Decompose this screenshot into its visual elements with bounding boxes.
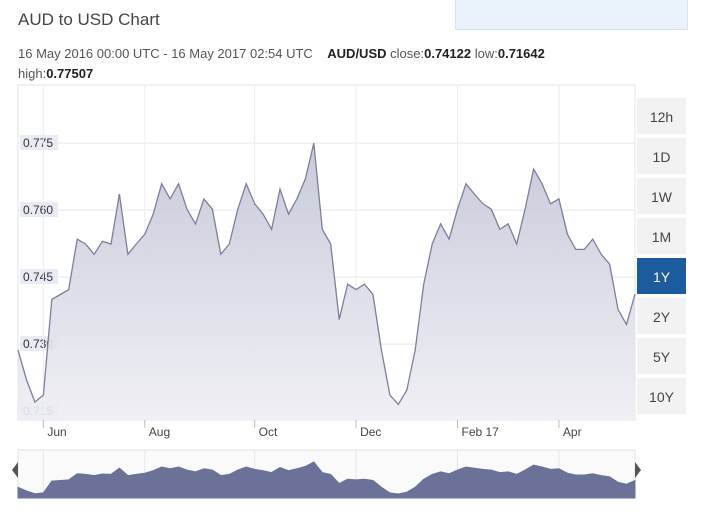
- subtitle: high:0.77507: [18, 66, 93, 81]
- range-button[interactable]: 5Y: [637, 338, 686, 376]
- y-tick-box: [20, 269, 58, 285]
- stat-value: 0.71642: [497, 46, 545, 61]
- range-button[interactable]: 1W: [637, 178, 686, 216]
- stat-label: close:: [390, 46, 425, 61]
- range-button[interactable]: 12h: [637, 98, 686, 136]
- stat-value: 0.74122: [424, 46, 472, 61]
- area: [18, 143, 635, 420]
- x-tick-label: Feb 17: [462, 425, 500, 439]
- navigator-handle[interactable]: [12, 462, 18, 478]
- x-tick-label: Dec: [360, 425, 381, 439]
- y-tick-label: 0.730: [23, 337, 53, 351]
- navigator-handle[interactable]: [635, 462, 641, 478]
- range-button[interactable]: 1D: [637, 138, 686, 176]
- x-tick-label: Oct: [259, 425, 278, 439]
- top-panel: [455, 0, 688, 30]
- y-tick-box: [20, 202, 58, 218]
- range-button[interactable]: 10Y: [637, 378, 686, 416]
- x-tick-label: Aug: [149, 425, 170, 439]
- y-tick-label: 0.775: [23, 136, 53, 150]
- range-button[interactable]: 1Y: [637, 258, 686, 296]
- stat-label: low:: [474, 46, 498, 61]
- subtitle: 16 May 2016 00:00 UTC - 16 May 2017 02:5…: [18, 46, 545, 61]
- navigator-area: [17, 461, 636, 499]
- stat-value: 0.77507: [46, 66, 94, 81]
- stat-label: high:: [18, 66, 47, 81]
- range-button[interactable]: 2Y: [637, 298, 686, 336]
- x-tick-label: Apr: [563, 425, 582, 439]
- chart-title: AUD to USD Chart: [18, 10, 160, 29]
- line: [17, 142, 636, 406]
- date-range: 16 May 2016 00:00 UTC - 16 May 2017 02:5…: [18, 46, 313, 61]
- pair: AUD/USD: [327, 46, 387, 61]
- y-tick-box: [20, 135, 58, 151]
- y-tick-label: 0.760: [23, 203, 53, 217]
- y-tick-label: 0.745: [23, 270, 53, 284]
- x-tick-label: Jun: [47, 425, 66, 439]
- range-button[interactable]: 1M: [637, 218, 686, 256]
